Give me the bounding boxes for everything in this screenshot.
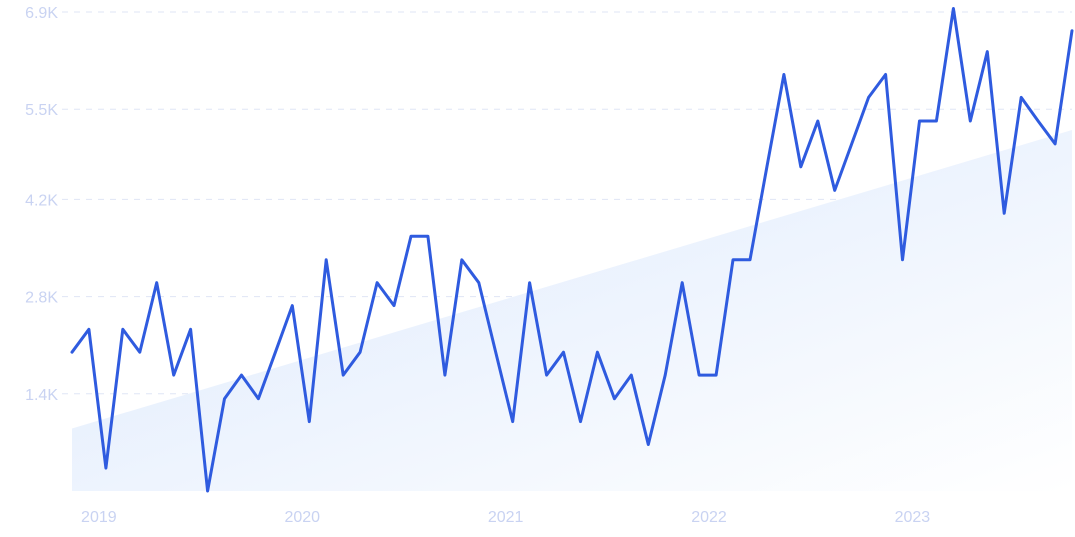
x-tick-label: 2020	[284, 509, 320, 526]
x-tick-label: 2019	[81, 509, 117, 526]
y-tick-label: 1.4K	[25, 387, 58, 404]
trend-area	[72, 130, 1072, 491]
x-tick-label: 2022	[691, 509, 727, 526]
series-path	[70, 7, 1074, 493]
y-tick-label: 5.5K	[25, 102, 58, 119]
x-tick-label: 2023	[895, 509, 931, 526]
y-axis-ticks: 1.4K 2.8K 4.2K 5.5K 6.9K	[25, 5, 58, 404]
trend-fill	[72, 130, 1072, 491]
x-tick-label: 2021	[488, 509, 524, 526]
x-axis-ticks: 2019 2020 2021 2022 2023	[81, 509, 930, 526]
y-tick-label: 2.8K	[25, 290, 58, 307]
y-tick-label: 4.2K	[25, 192, 58, 209]
y-tick-label: 6.9K	[25, 5, 58, 22]
series-line	[70, 7, 1074, 493]
